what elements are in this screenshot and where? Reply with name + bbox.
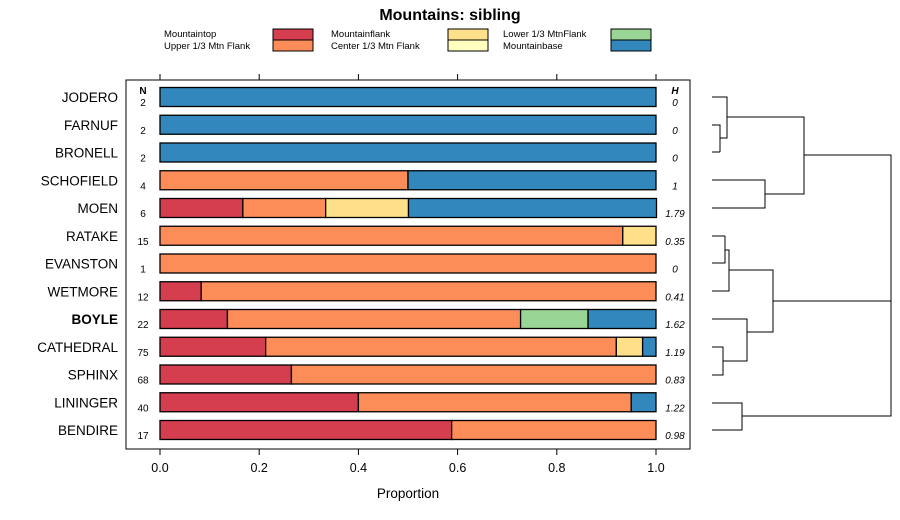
bar-segment xyxy=(159,170,409,191)
bar-segment xyxy=(641,336,657,357)
bar-segment xyxy=(290,364,657,385)
n-value: 68 xyxy=(137,376,149,387)
legend-label: Mountaintop xyxy=(164,29,216,40)
bar-segment xyxy=(159,225,624,246)
bar-segment xyxy=(159,308,229,330)
legend-swatch xyxy=(610,39,652,52)
n-value: 12 xyxy=(137,292,149,303)
legend-swatch xyxy=(447,28,489,41)
row-label: WETMORE xyxy=(48,284,119,299)
row-label: FARNUF xyxy=(64,118,118,133)
h-value: 1.22 xyxy=(665,403,685,414)
row-label: BENDIRE xyxy=(58,423,118,438)
row-label: SPHINX xyxy=(68,368,118,383)
bar-segment xyxy=(159,392,360,413)
h-value: 0 xyxy=(672,126,678,137)
x-tick-label: 0.0 xyxy=(151,461,168,475)
row-label: SCHOFIELD xyxy=(41,173,119,188)
h-value: 0 xyxy=(672,154,678,165)
row-label: CATHEDRAL xyxy=(37,340,118,355)
h-value: 0.41 xyxy=(665,292,684,303)
chart-title: Mountains: sibling xyxy=(379,7,520,24)
row-label: LININGER xyxy=(54,395,118,410)
x-axis-label: Proportion xyxy=(377,486,439,501)
n-value: 22 xyxy=(137,320,149,331)
bar-segment xyxy=(159,419,453,441)
n-value: 15 xyxy=(137,237,149,248)
bar-segment xyxy=(226,308,522,330)
h-value: 0.83 xyxy=(665,376,685,387)
bar-segment xyxy=(159,336,267,357)
h-value: 1 xyxy=(672,181,678,192)
bar-segment xyxy=(242,197,327,219)
n-value: 1 xyxy=(140,265,146,276)
legend-label: Center 1/3 Mtn Flank xyxy=(331,41,420,52)
n-value: 2 xyxy=(140,126,146,137)
bar-segment xyxy=(407,170,657,191)
legend-label: Mountainflank xyxy=(331,29,390,40)
bar-segment xyxy=(159,114,657,135)
bar-segment xyxy=(615,336,644,357)
bar-segment xyxy=(630,392,657,413)
n-value: 75 xyxy=(137,348,149,359)
bar-segment xyxy=(325,197,410,219)
plot-frame xyxy=(125,79,691,450)
bar-segment xyxy=(159,142,657,163)
x-tick-label: 1.0 xyxy=(647,461,664,475)
row-label: MOEN xyxy=(78,201,119,216)
bar-segment xyxy=(159,197,244,219)
bar-segment xyxy=(159,364,293,385)
bar-segment xyxy=(407,197,658,219)
h-labels: 0 0 0 1 1.79 0.35 0 0.41 1.62 1.19 0.83 1.22 0.98 xyxy=(665,98,685,442)
n-value: 17 xyxy=(137,431,149,442)
h-value: 0 xyxy=(672,98,678,109)
bar-segment xyxy=(159,253,657,274)
bar-segment xyxy=(450,419,657,441)
bar-segment xyxy=(587,308,657,330)
h-header: H xyxy=(671,86,679,97)
x-tick-label: 0.2 xyxy=(251,461,268,475)
n-value: 40 xyxy=(137,403,149,414)
legend-label: Mountainbase xyxy=(503,41,563,52)
row-labels: JODERO FARNUF BRONELL SCHOFIELD MOEN RATAKE EV… xyxy=(37,90,118,438)
legend-swatch xyxy=(272,28,314,41)
h-value: 0.35 xyxy=(665,237,685,248)
x-axis: 0.0 0.2 0.4 0.6 0.8 1.0 xyxy=(151,74,665,475)
x-tick-label: 0.6 xyxy=(449,461,466,475)
h-value: 0 xyxy=(672,265,678,276)
bar-segment xyxy=(622,225,657,246)
x-tick-label: 0.4 xyxy=(350,461,367,475)
n-header: N xyxy=(139,86,146,97)
bar-segment xyxy=(519,308,589,330)
n-value: 2 xyxy=(140,154,146,165)
bar-segment xyxy=(357,392,632,413)
n-value: 2 xyxy=(140,98,146,109)
h-value: 1.62 xyxy=(665,320,685,331)
h-value: 1.79 xyxy=(665,209,685,220)
n-value: 6 xyxy=(140,209,146,220)
row-label: BRONELL xyxy=(55,146,119,161)
row-label: BOYLE xyxy=(71,312,118,327)
bar-segment xyxy=(200,281,657,302)
legend-label: Upper 1/3 Mtn Flank xyxy=(164,41,250,52)
bars xyxy=(159,86,658,441)
bar-segment xyxy=(159,86,657,108)
row-label: RATAKE xyxy=(66,229,118,244)
h-value: 1.19 xyxy=(665,348,685,359)
legend-label: Lower 1/3 MtnFlank xyxy=(503,29,587,40)
dendrogram xyxy=(712,96,892,431)
bar-segment xyxy=(159,281,202,302)
row-label: JODERO xyxy=(62,90,118,105)
bar-segment xyxy=(264,336,617,357)
legend-swatch xyxy=(272,39,314,52)
n-value: 4 xyxy=(140,181,146,192)
h-value: 0.98 xyxy=(665,431,685,442)
row-label: EVANSTON xyxy=(45,257,118,272)
x-tick-label: 0.8 xyxy=(548,461,565,475)
legend-swatch xyxy=(610,28,652,41)
legend-swatch xyxy=(447,39,489,52)
